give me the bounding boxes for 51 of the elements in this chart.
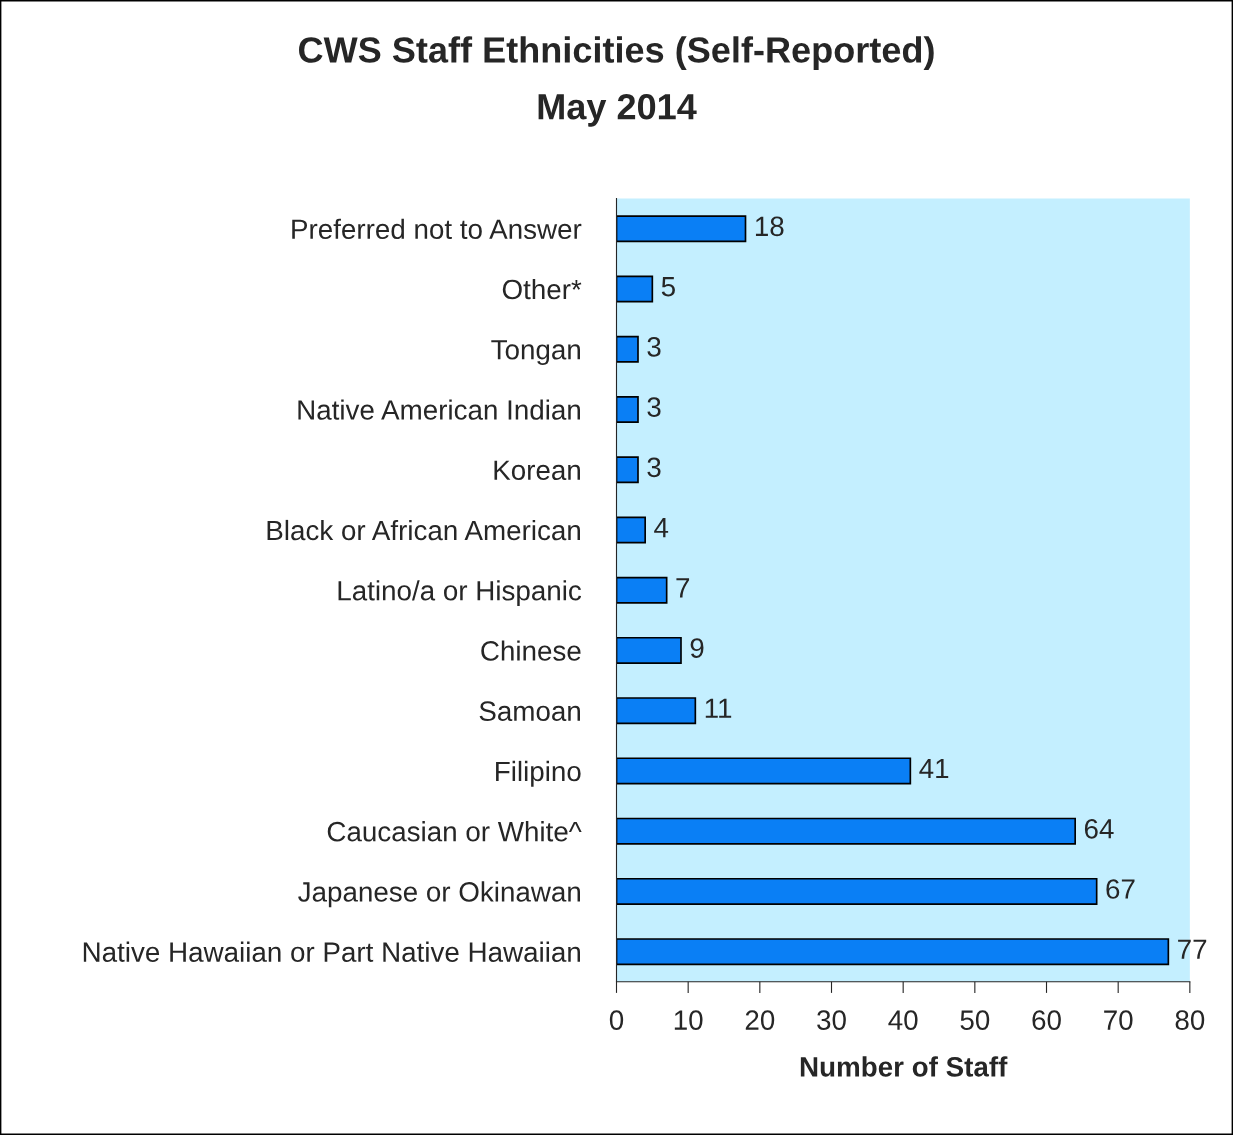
x-tick-label: 20 [745, 1010, 775, 1030]
data-label: 3 [647, 397, 661, 417]
x-axis-title: Number of Staff [800, 1056, 1008, 1077]
data-label: 64 [1084, 818, 1114, 839]
x-tick-label: 50 [960, 1010, 990, 1030]
y-tick-label: Samoan [479, 701, 580, 722]
data-label: 3 [647, 457, 661, 478]
bar [616, 576, 668, 604]
x-tick-label: 80 [1175, 1010, 1205, 1030]
y-tick-label: Latino/a or Hispanic [338, 580, 582, 607]
y-tick-label: Filipino [496, 760, 581, 787]
data-label: 7 [676, 578, 690, 598]
y-tick-label: Other* [502, 278, 582, 300]
bar [616, 757, 912, 785]
bar [616, 275, 654, 303]
y-tick-label: Korean [494, 460, 580, 481]
data-label: 5 [661, 277, 675, 297]
y-tick-label: Tongan [491, 340, 580, 366]
bar [616, 877, 1098, 905]
y-tick-label: Caucasian or White^ [327, 821, 582, 842]
bar [616, 395, 639, 423]
data-label: 11 [705, 698, 732, 718]
bar [616, 215, 747, 243]
data-label: 41 [919, 759, 949, 779]
bar [616, 516, 647, 544]
x-tick-label: 10 [674, 1010, 703, 1030]
x-tick-label: 70 [1104, 1010, 1133, 1030]
bar [616, 636, 682, 664]
y-tick-label: Preferred not to Answer [292, 218, 582, 240]
y-tick-label: Native American Indian [298, 399, 580, 420]
data-label: 18 [755, 216, 784, 237]
chart-title: CWS Staff Ethnicities (Self-Reported) [299, 36, 934, 70]
x-tick-label: 0 [609, 1010, 624, 1030]
bar [616, 938, 1170, 966]
data-label: 9 [690, 638, 704, 658]
y-tick-label: Chinese [481, 640, 581, 661]
y-tick-label: Japanese or Okinawan [298, 881, 580, 908]
chart-subtitle: May 2014 [538, 93, 697, 127]
bar [616, 697, 697, 725]
bar [616, 335, 639, 363]
x-tick-label: 40 [888, 1010, 918, 1030]
bar [616, 817, 1077, 845]
y-tick-label: Black or African American [267, 519, 580, 541]
data-label: 4 [654, 518, 669, 538]
y-tick-label: Native Hawaiian or Part Native Hawaiian [83, 941, 580, 962]
x-tick-label: 60 [1032, 1010, 1061, 1030]
data-label: 3 [647, 337, 661, 357]
data-label: 67 [1106, 879, 1135, 899]
data-label: 77 [1178, 939, 1207, 959]
x-tick-label: 30 [817, 1010, 846, 1030]
bar [616, 456, 639, 484]
